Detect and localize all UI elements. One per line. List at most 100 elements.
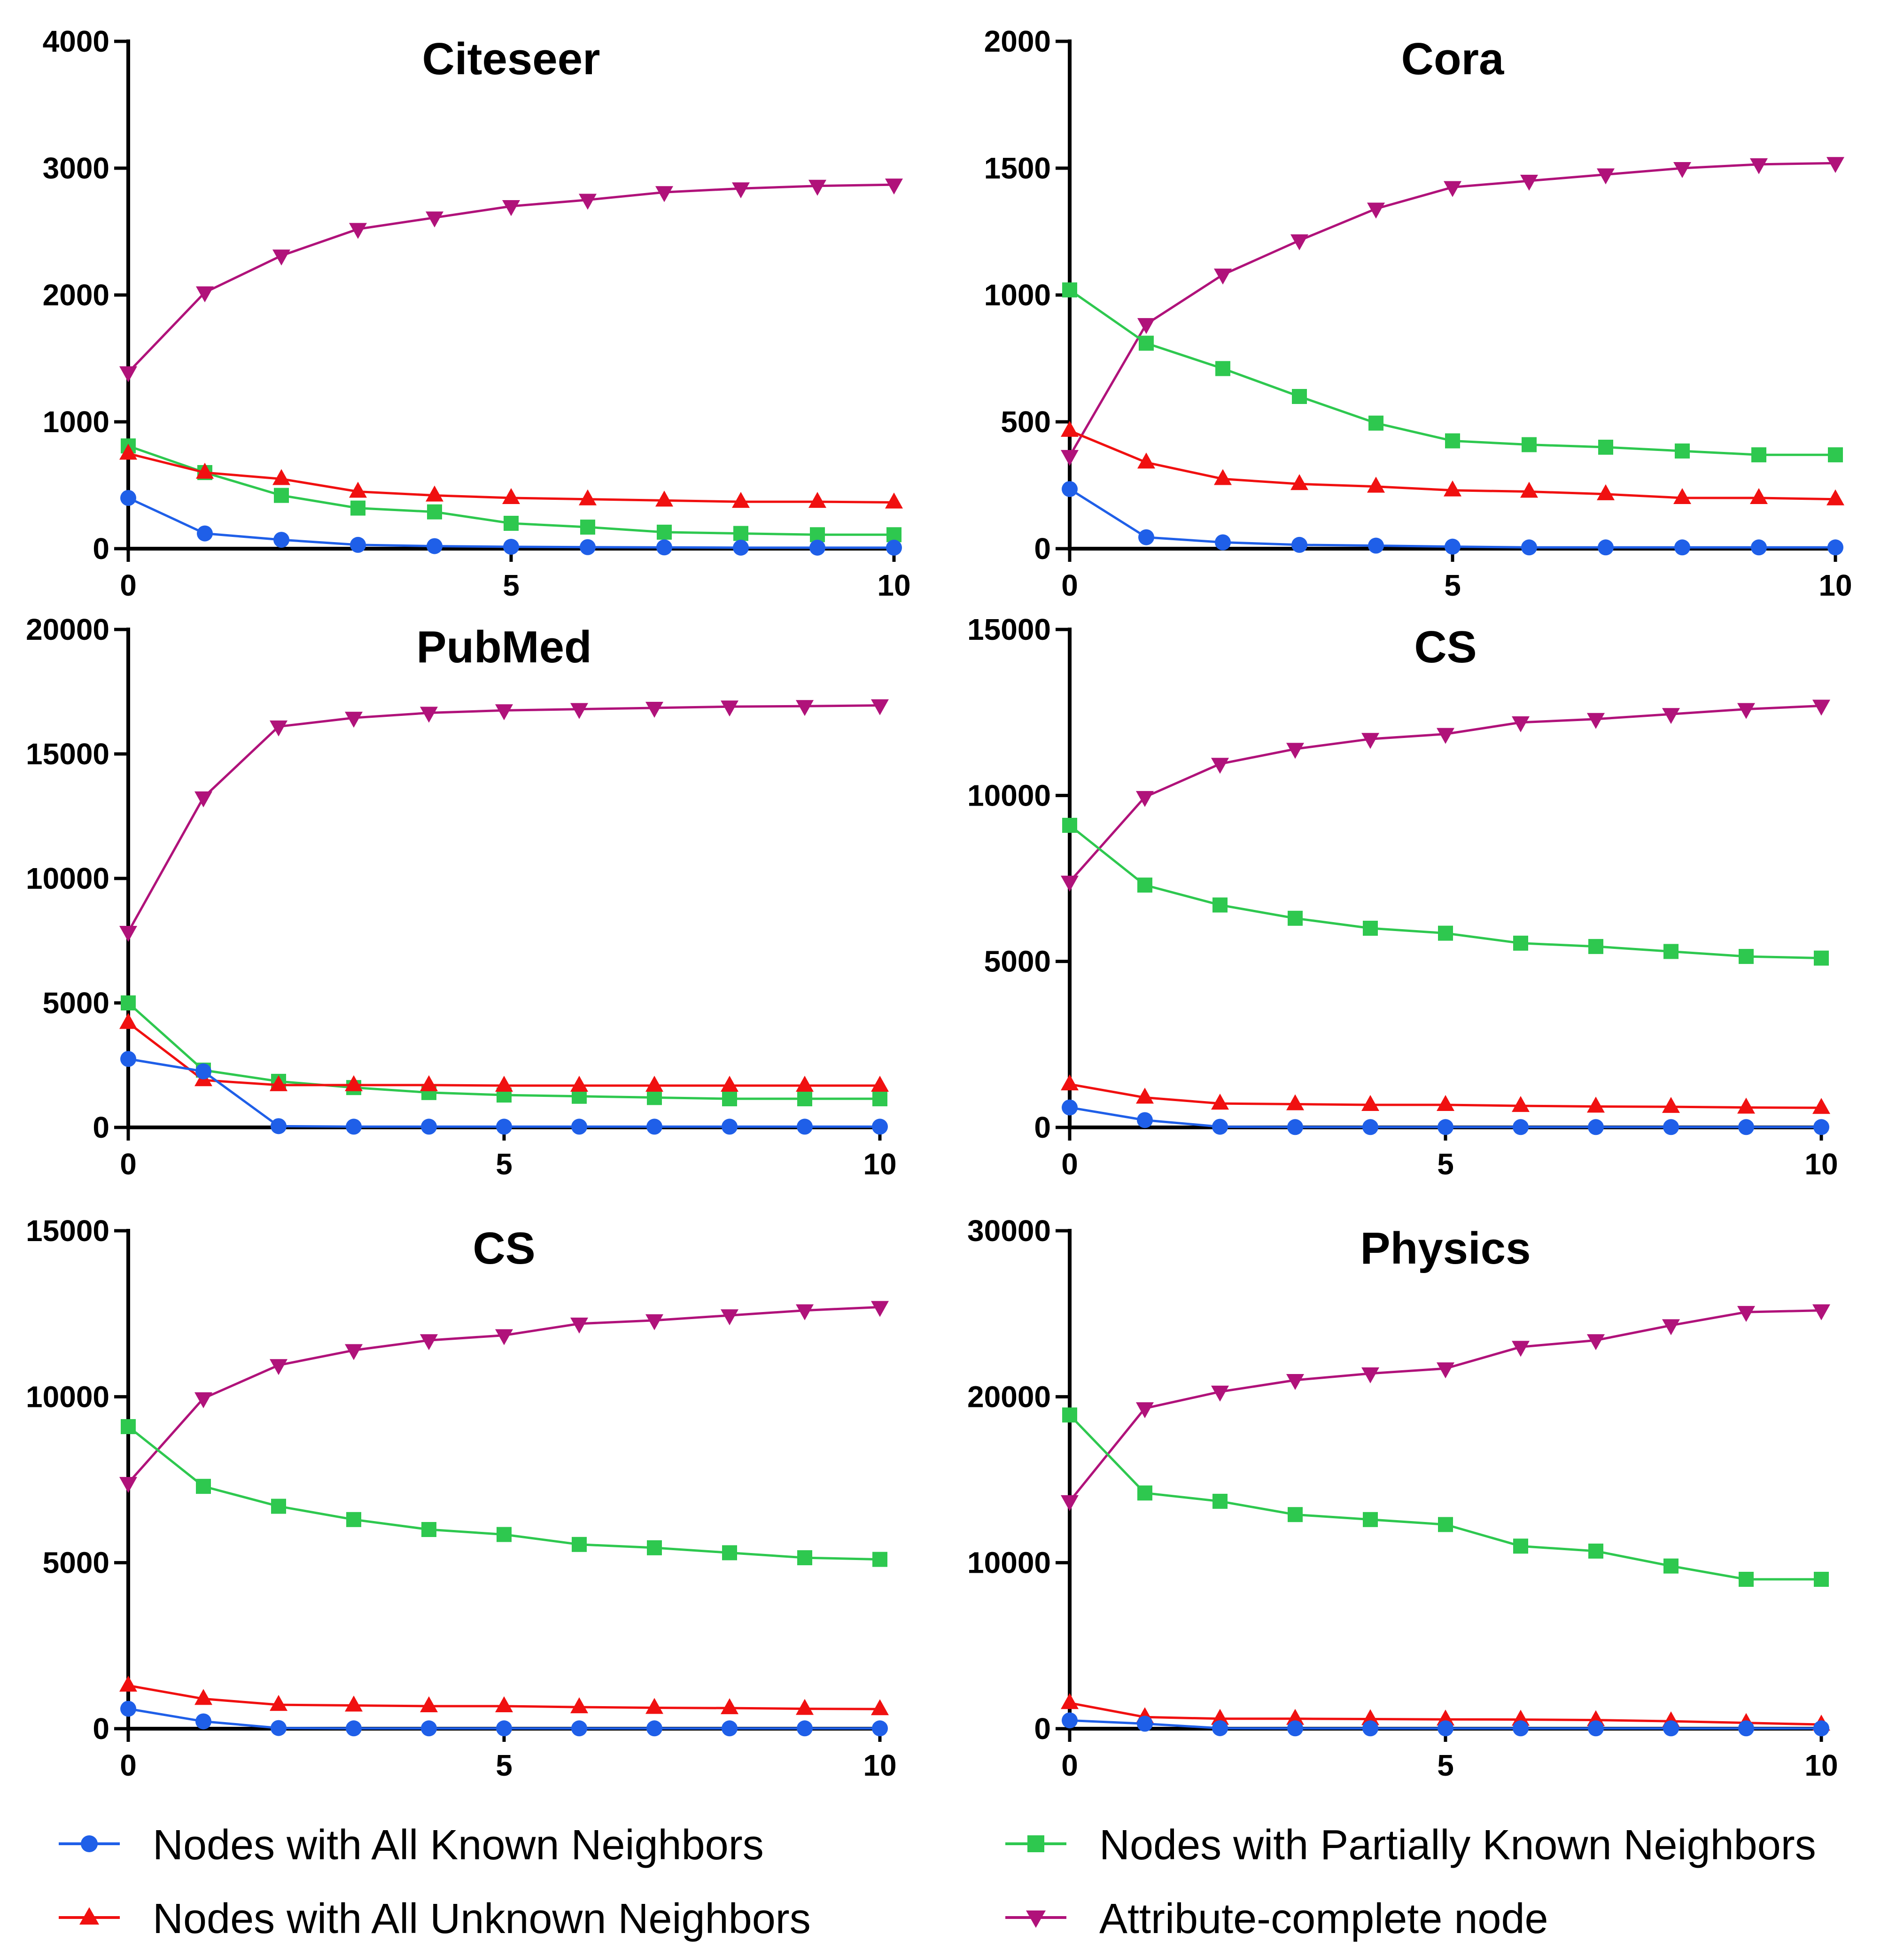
data-point (1215, 534, 1231, 551)
data-point (1662, 1097, 1680, 1113)
data-point (1212, 1720, 1228, 1736)
data-point (1513, 1720, 1529, 1737)
data-point (1062, 282, 1077, 298)
data-point (1214, 469, 1232, 485)
series-attribute-complete-node (1061, 157, 1844, 466)
data-point (1287, 1119, 1303, 1135)
series-attribute-complete-node (1061, 699, 1830, 892)
data-point (1212, 1493, 1228, 1509)
legend-label-all-unknown: Nodes with All Unknown Neighbors (153, 1895, 811, 1942)
data-point (1286, 743, 1304, 759)
data-point (1137, 1716, 1153, 1732)
y-tick-label: 5000 (984, 945, 1051, 978)
data-point (571, 1118, 587, 1135)
data-point (197, 525, 213, 542)
data-point (420, 1075, 438, 1091)
series-nodes-with-partially-known-neighbors (1062, 282, 1843, 463)
data-point (1826, 489, 1844, 505)
legend-label-all-known: Nodes with All Known Neighbors (153, 1822, 764, 1869)
data-point (1445, 538, 1461, 555)
data-point (1587, 1334, 1605, 1351)
series-nodes-with-all-known-neighbors (120, 1051, 888, 1135)
data-point (119, 925, 137, 942)
data-point (502, 488, 520, 504)
data-point (1286, 1374, 1304, 1390)
data-point (797, 1118, 813, 1135)
y-tick-label: 0 (93, 532, 109, 566)
data-point (196, 463, 214, 479)
data-point (426, 211, 443, 228)
data-point (732, 492, 750, 508)
x-tick-label: 0 (120, 1147, 137, 1181)
series-nodes-with-partially-known-neighbors (1062, 817, 1829, 966)
legend-marker-all-known (81, 1835, 98, 1852)
data-point (647, 1540, 662, 1555)
data-point (872, 1091, 887, 1107)
y-tick-label: 500 (1001, 405, 1051, 439)
data-point (721, 1309, 738, 1326)
series-nodes-with-all-known-neighbors (1062, 481, 1843, 556)
y-tick-label: 1000 (43, 405, 109, 439)
x-tick-label: 10 (1819, 568, 1852, 602)
data-point (721, 700, 738, 717)
panel-title: Cora (1401, 34, 1504, 84)
data-point (1663, 944, 1679, 959)
data-point (1737, 1306, 1755, 1322)
data-point (194, 1392, 212, 1408)
data-point (1438, 1119, 1453, 1135)
panel-1-citeseer: 0 1000 2000 3000 4000 0 5 10 Citeseer (43, 24, 911, 602)
y-tick-label: 0 (93, 1110, 109, 1144)
data-point (645, 1698, 663, 1714)
data-point (194, 1689, 212, 1705)
data-point (580, 539, 596, 555)
data-point (733, 526, 748, 541)
data-point (797, 1720, 813, 1737)
legend-label-attribute-complete: Attribute-complete node (1099, 1895, 1548, 1942)
data-point (1437, 1095, 1454, 1111)
data-point (1438, 1517, 1453, 1532)
data-point (1512, 1096, 1530, 1112)
series-line (1069, 289, 1835, 456)
data-point (502, 200, 520, 216)
data-point (421, 1118, 437, 1135)
data-point (1445, 433, 1460, 449)
data-point (1513, 1119, 1529, 1135)
data-point (120, 1051, 136, 1067)
data-point (1363, 1512, 1378, 1527)
data-point (1288, 1507, 1303, 1522)
series-nodes-with-all-unknown-neighbors (1061, 1074, 1830, 1114)
data-point (1812, 1098, 1830, 1114)
y-tick-label: 0 (1034, 532, 1051, 566)
data-point (1588, 1119, 1604, 1135)
data-point (345, 1695, 363, 1712)
y-tick-label: 30000 (967, 1214, 1051, 1248)
data-point (1444, 181, 1461, 197)
data-point (270, 1695, 288, 1711)
data-point (886, 539, 902, 556)
data-point (420, 1696, 438, 1712)
data-point (427, 504, 442, 520)
data-point (885, 179, 903, 195)
data-point (1588, 1543, 1603, 1559)
data-point (1826, 157, 1844, 173)
y-tick-label: 1000 (984, 278, 1051, 312)
data-point (1211, 758, 1229, 774)
x-tick-label: 0 (1061, 568, 1078, 602)
data-point (1675, 443, 1690, 459)
data-point (345, 1075, 363, 1091)
data-point (1814, 950, 1829, 966)
data-point (1737, 1097, 1755, 1114)
series-line (1069, 1309, 1822, 1502)
data-point (421, 1720, 437, 1737)
data-point (797, 1091, 812, 1107)
data-point (119, 1676, 137, 1692)
x-tick-label: 5 (1437, 1748, 1454, 1782)
data-point (1211, 1708, 1229, 1725)
data-point (1812, 699, 1830, 716)
data-point (1598, 440, 1613, 455)
data-point (1137, 1112, 1153, 1128)
data-point (580, 520, 595, 535)
data-point (1438, 1720, 1453, 1737)
